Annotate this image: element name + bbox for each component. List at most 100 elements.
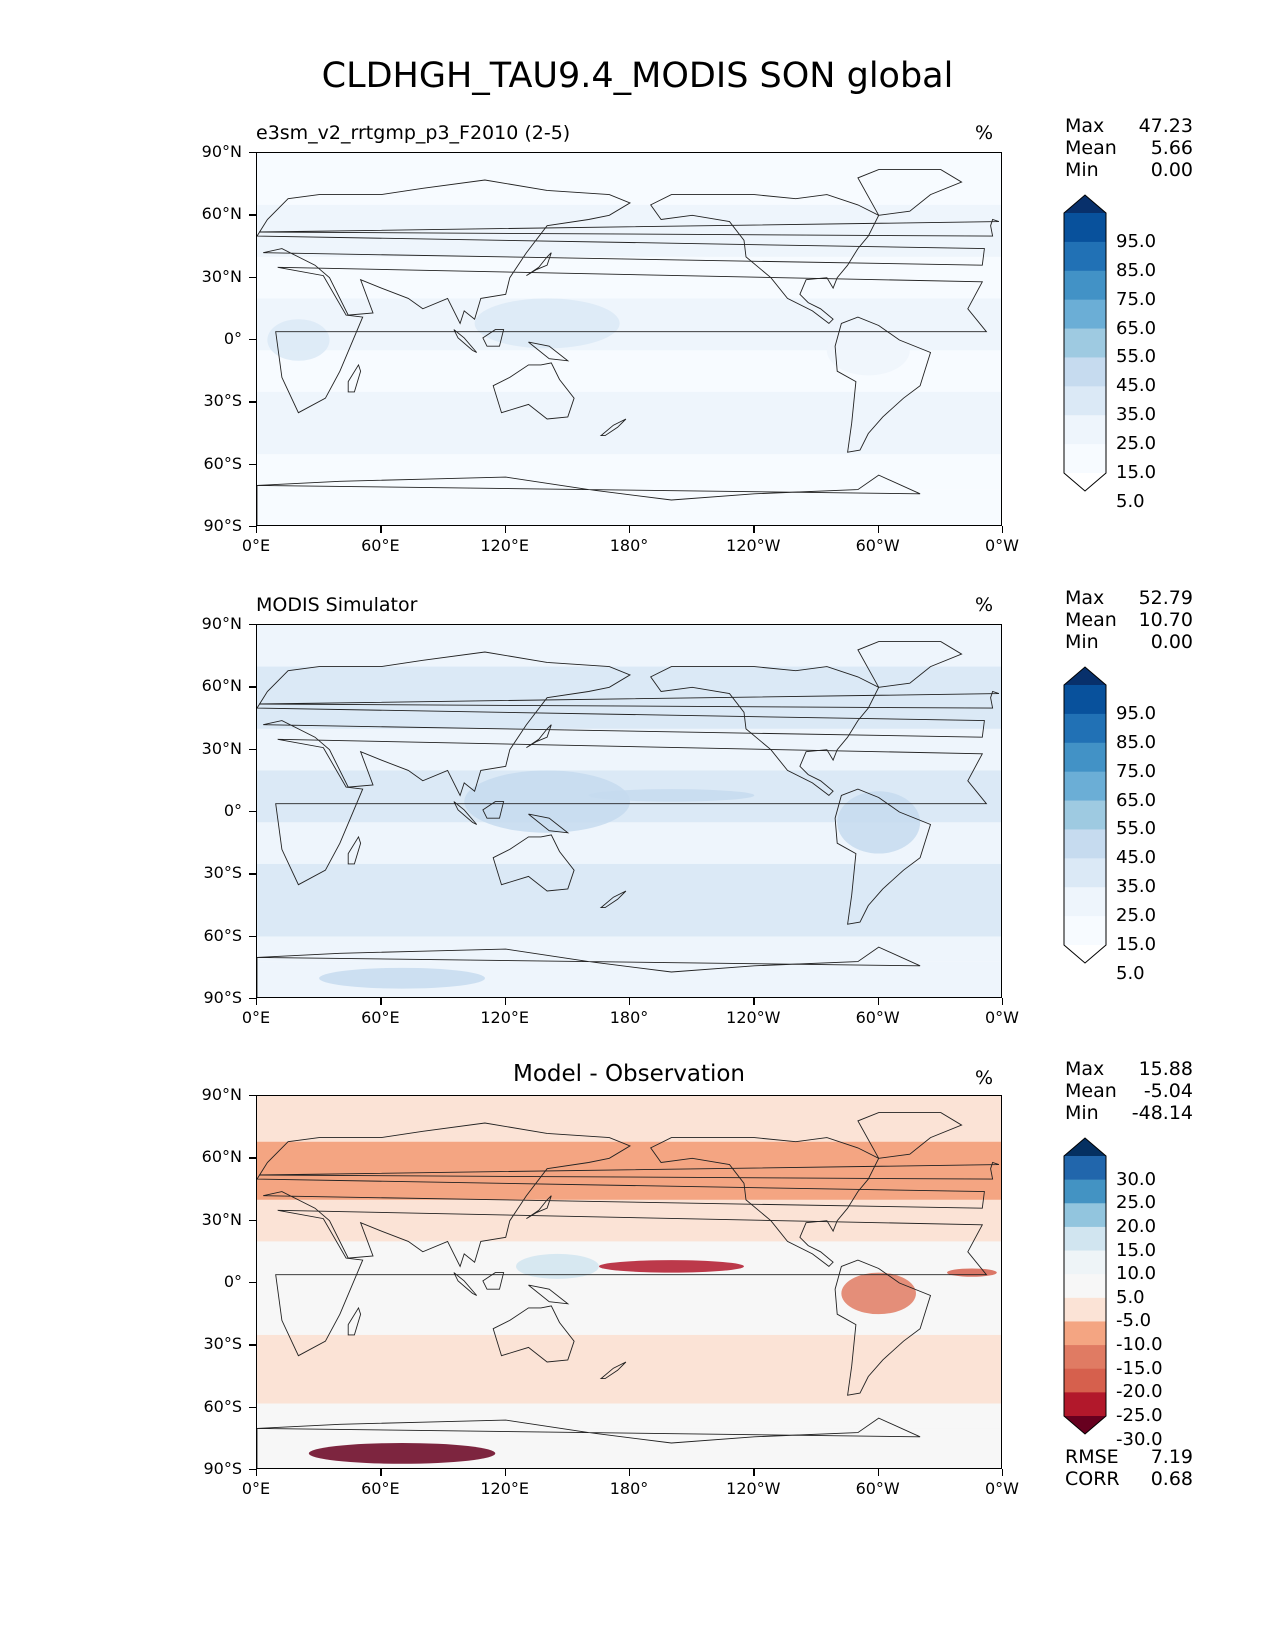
coastline-japan bbox=[526, 1195, 552, 1219]
stat-label: Min bbox=[1065, 159, 1099, 181]
colorbar-tick-label: -5.0 bbox=[1116, 1310, 1152, 1332]
lon-tick-mark bbox=[1002, 1469, 1004, 1476]
lon-tick-label: 120°W bbox=[726, 1008, 781, 1027]
lat-tick-mark bbox=[249, 526, 256, 528]
coastline-uk bbox=[259, 690, 1000, 709]
coastline-nz bbox=[599, 890, 627, 909]
metrics-block: RMSE 7.19 CORR 0.68 bbox=[1065, 1446, 1193, 1490]
field-anomaly bbox=[947, 1268, 997, 1277]
lon-tick-label: 120°E bbox=[480, 1008, 529, 1027]
field-band bbox=[257, 863, 1001, 937]
colorbar-outline bbox=[1063, 194, 1107, 492]
unit-label: % bbox=[975, 122, 994, 144]
colorbar-tick-label: 15.0 bbox=[1116, 462, 1157, 483]
colorbar-tick-label: 95.0 bbox=[1116, 230, 1157, 252]
lon-tick-label: 0°E bbox=[241, 1479, 271, 1498]
colorbar-segment bbox=[1064, 357, 1106, 387]
colorbar-segment bbox=[1064, 1156, 1106, 1181]
colorbar-tick-label: 25.0 bbox=[1116, 1192, 1157, 1214]
lon-tick-mark bbox=[504, 526, 506, 533]
field-band bbox=[257, 153, 1001, 205]
stat-row-max: Max 47.23 bbox=[1065, 115, 1193, 137]
lon-tick-mark bbox=[753, 526, 755, 533]
coastline-namerica bbox=[650, 1137, 880, 1267]
metric-label: RMSE bbox=[1065, 1446, 1119, 1468]
colorbar-segment bbox=[1064, 241, 1106, 272]
map-plot bbox=[256, 152, 1002, 526]
lon-tick-mark bbox=[629, 1469, 631, 1476]
unit-label: % bbox=[975, 594, 994, 616]
field-anomaly bbox=[267, 319, 330, 361]
lat-tick-label: 90°S bbox=[203, 988, 242, 1007]
lat-tick-label: 60°S bbox=[203, 1396, 242, 1416]
map-svg bbox=[257, 1096, 1001, 1468]
lon-tick-label: 60°W bbox=[855, 1008, 900, 1027]
coastline-greenland bbox=[857, 641, 963, 688]
field-band bbox=[257, 728, 1001, 771]
coastline-greenland bbox=[857, 169, 963, 216]
lon-tick-label: 0°E bbox=[241, 536, 271, 555]
lat-tick-label: 0° bbox=[223, 329, 242, 348]
stat-value: 15.88 bbox=[1138, 1058, 1193, 1080]
lat-tick-mark bbox=[249, 748, 256, 750]
field-band bbox=[257, 625, 1001, 667]
lon-tick-label: 120°E bbox=[480, 1479, 529, 1498]
lat-tick-label: 30°S bbox=[203, 863, 242, 883]
coastline-eurasia bbox=[257, 179, 985, 325]
coastline-samerica bbox=[834, 1259, 932, 1396]
field-band bbox=[257, 454, 1001, 490]
coastline-newguinea bbox=[528, 1284, 570, 1305]
colorbar-segment bbox=[1064, 1392, 1106, 1417]
coastline-eurasia bbox=[257, 1122, 985, 1268]
lon-tick-mark bbox=[380, 998, 382, 1005]
lat-tick-mark bbox=[249, 873, 256, 875]
colorbar-tick-label: -30.0 bbox=[1116, 1428, 1163, 1450]
lat-tick-mark bbox=[249, 1406, 256, 1408]
colorbar-segment bbox=[1064, 685, 1106, 715]
colorbar-tick-label: 45.0 bbox=[1116, 375, 1157, 397]
lat-tick-mark bbox=[249, 214, 256, 216]
colorbar-tick-label: 45.0 bbox=[1116, 847, 1157, 869]
stats-block: Max 52.79 Mean 10.70 Min 0.00 bbox=[1065, 587, 1193, 653]
colorbar-tick-label: 85.0 bbox=[1116, 259, 1157, 281]
lat-tick-label: 60°N bbox=[201, 1147, 242, 1167]
lat-tick-label: 30°N bbox=[201, 738, 242, 758]
lat-tick-label: 30°S bbox=[203, 391, 242, 411]
colorbar-segment bbox=[1064, 771, 1106, 802]
colorbar-segment bbox=[1064, 742, 1106, 773]
stat-label: Max bbox=[1065, 1058, 1105, 1080]
colorbar-extend-bottom bbox=[1064, 945, 1106, 963]
field-band bbox=[257, 1334, 1001, 1404]
lon-tick-mark bbox=[629, 998, 631, 1005]
lon-tick-mark bbox=[877, 998, 879, 1005]
colorbar-tick-label: 15.0 bbox=[1116, 1239, 1157, 1261]
stat-label: Max bbox=[1065, 115, 1105, 137]
lon-tick-label: 60°E bbox=[361, 1479, 400, 1498]
coastline-australia bbox=[492, 1305, 575, 1363]
colorbar-segment bbox=[1064, 1321, 1106, 1346]
colorbar-segment bbox=[1064, 858, 1106, 888]
lat-tick-label: 90°S bbox=[203, 1459, 242, 1478]
lat-tick-mark bbox=[249, 276, 256, 278]
stat-row-min: Min 0.00 bbox=[1065, 631, 1193, 653]
lon-tick-mark bbox=[877, 526, 879, 533]
map-plot bbox=[256, 624, 1002, 998]
coastline-japan bbox=[526, 252, 552, 276]
colorbar-extend-top bbox=[1064, 1138, 1106, 1156]
field-anomaly bbox=[588, 789, 755, 802]
map-plot bbox=[256, 1095, 1002, 1469]
stat-row-max: Max 15.88 bbox=[1065, 1058, 1193, 1080]
coastline-antarctica bbox=[257, 1417, 921, 1468]
colorbar-segment bbox=[1064, 1226, 1106, 1252]
panel-title: MODIS Simulator bbox=[256, 594, 418, 616]
map-svg bbox=[257, 625, 1001, 997]
coastline-newguinea bbox=[528, 813, 570, 834]
lon-tick-label: 0°W bbox=[985, 1479, 1019, 1498]
lat-tick-mark bbox=[249, 152, 256, 154]
field-band bbox=[257, 1403, 1001, 1429]
coastline-sumatra bbox=[453, 1272, 478, 1296]
lat-tick-label: 90°N bbox=[201, 142, 242, 161]
colorbar-segment bbox=[1064, 213, 1106, 243]
lon-tick-label: 0°E bbox=[241, 1008, 271, 1027]
stat-value: 52.79 bbox=[1138, 587, 1193, 609]
